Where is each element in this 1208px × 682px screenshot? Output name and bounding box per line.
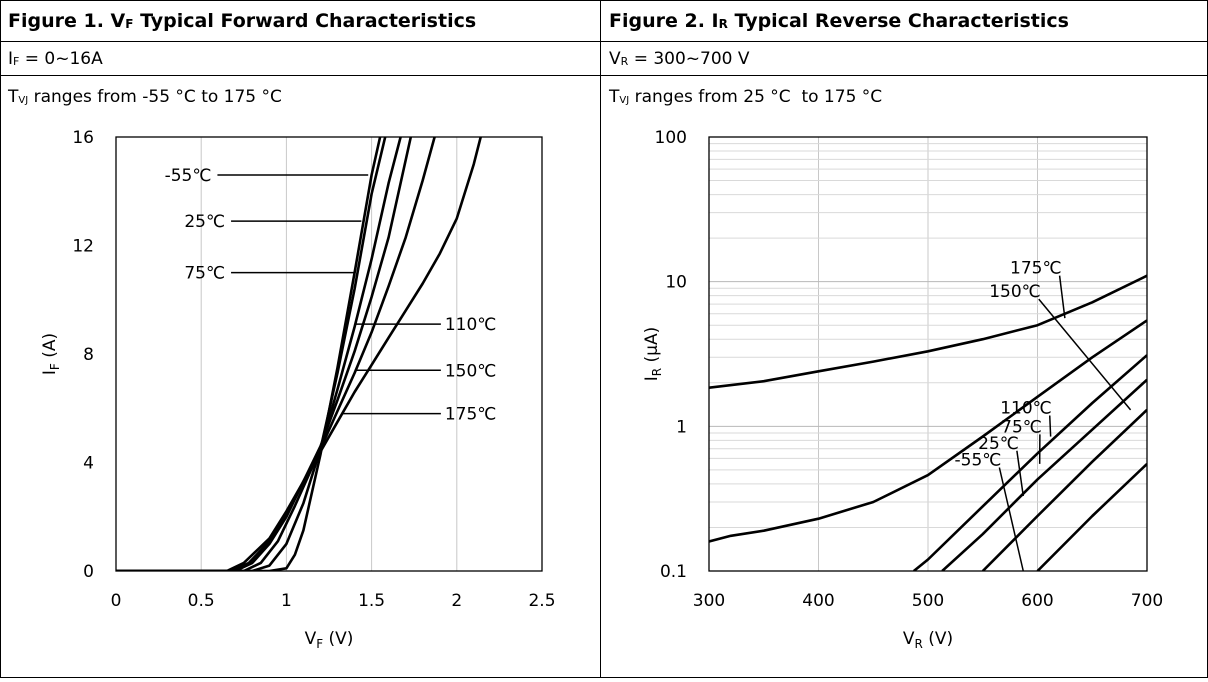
x-tick-label: 400 [802, 591, 834, 611]
figure-2-range-symbol: T [609, 87, 619, 107]
series-line-55 [1038, 464, 1148, 571]
y-tick-label: 0.1 [660, 562, 687, 582]
y-tick-label: 4 [83, 454, 94, 474]
grid-lines [709, 137, 1147, 571]
annotation-label-55: -55℃ [955, 450, 1002, 470]
annotation-leader-110 [1050, 415, 1051, 436]
annotation-label-55: -55℃ [165, 166, 212, 186]
figure-2-condition-text: = 300~700 V [628, 49, 749, 69]
figure-2-range-text: ranges from 25 °C to 175 °C [629, 87, 882, 107]
x-tick-label: 1 [281, 591, 292, 611]
series-line-75 [116, 137, 401, 571]
x-axis-label: VF (V) [305, 629, 354, 651]
y-tick-label: 0 [83, 562, 94, 582]
figure-1-title-subscript: F [125, 17, 133, 31]
annotation-label-25: 25℃ [184, 212, 225, 232]
figure-1-range-text: ranges from -55 °C to 175 °C [28, 87, 282, 107]
figure-2-condition-subscript: R [621, 55, 629, 68]
x-tick-label: 500 [912, 591, 944, 611]
plot-frame [116, 137, 542, 571]
y-axis-label: IR (μA) [642, 327, 664, 381]
x-tick-label: 0.5 [188, 591, 215, 611]
x-tick-label: 0 [111, 591, 122, 611]
figure-1-condition-text: = 0~16A [19, 49, 102, 69]
series-line-175 [116, 137, 481, 571]
figure-1-title-prefix: Figure 1. V [8, 10, 125, 32]
forward-characteristics-chart: 0 0.5 1 1.5 2 2.5 0 4 8 12 16 VF (V) IF (A) -55℃ 25℃ 75… [0, 118, 600, 678]
figure-2-title-prefix: Figure 2. I [609, 10, 719, 32]
annotation-label-150: 150℃ [445, 361, 497, 381]
annotation-label-75: 75℃ [184, 264, 225, 284]
x-tick-label: 600 [1021, 591, 1053, 611]
figure-2-range-subscript: VJ [619, 95, 629, 106]
figure-2-title-subscript: R [719, 17, 728, 31]
annotation-label-175: 175℃ [1010, 259, 1062, 279]
annotation-leader-150 [1039, 299, 1131, 410]
reverse-characteristics-chart: 300 400 500 600 700 0.1 1 10 100 VR (V) IR (μA) 175… [601, 118, 1207, 678]
figure-1-range-symbol: T [8, 87, 18, 107]
figure-2-title-text: Typical Reverse Characteristics [728, 10, 1069, 32]
x-tick-label: 1.5 [358, 591, 385, 611]
x-tick-label: 2.5 [528, 591, 555, 611]
x-axis-label: VR (V) [903, 629, 953, 651]
annotation-label-175: 175℃ [445, 405, 497, 425]
grid-lines [201, 137, 457, 571]
series-line-25 [116, 137, 385, 571]
annotation-label-110: 110℃ [445, 315, 497, 335]
series-line-150 [116, 137, 435, 571]
y-tick-label: 100 [655, 128, 687, 148]
y-axis-label: IF (A) [40, 333, 62, 375]
y-tick-label: 1 [676, 417, 687, 437]
figure-2-condition-symbol: V [609, 49, 621, 69]
figure-1-condition-subscript: F [13, 55, 19, 68]
x-tick-label: 700 [1131, 591, 1163, 611]
figure-1-range-subscript: VJ [18, 95, 28, 106]
annotation-leader-55 [999, 467, 1023, 571]
y-tick-label: 8 [83, 345, 94, 365]
x-tick-label: 300 [693, 591, 725, 611]
x-tick-label: 2 [451, 591, 462, 611]
y-tick-label: 10 [665, 273, 687, 293]
y-tick-label: 12 [72, 237, 94, 257]
series-group [116, 137, 481, 571]
annotation-label-150: 150℃ [989, 282, 1041, 302]
figure-1-title-text: Typical Forward Characteristics [133, 10, 476, 32]
y-tick-label: 16 [72, 128, 94, 148]
annotation-label-110: 110℃ [1000, 398, 1052, 418]
